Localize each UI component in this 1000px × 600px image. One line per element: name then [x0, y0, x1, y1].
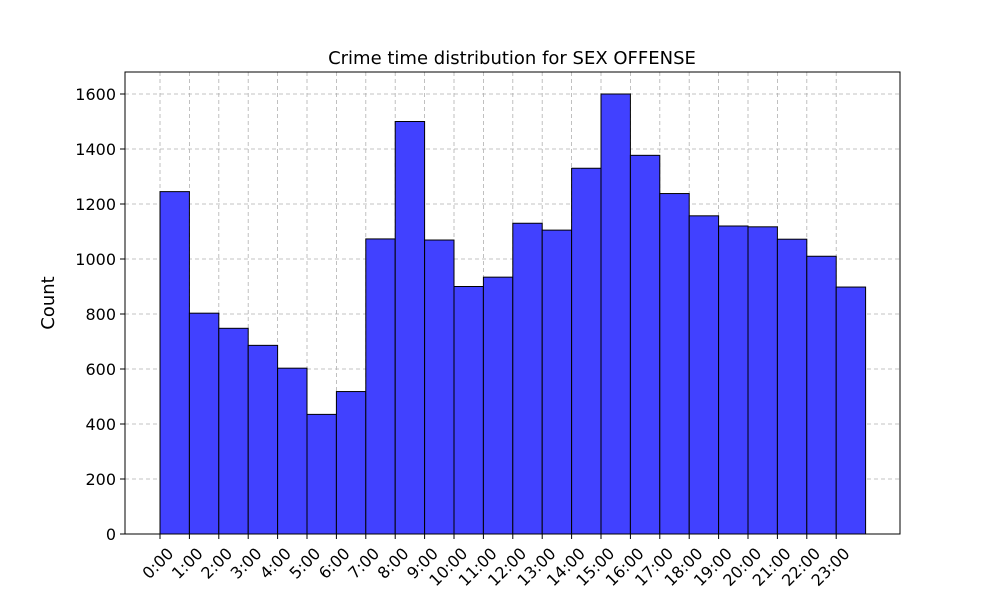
bar-14-00: [571, 167, 602, 535]
x-tick-label: 7:00: [344, 544, 383, 583]
bar-7-00: [365, 238, 396, 535]
x-tick-label: 3:00: [227, 544, 266, 583]
x-tick-label: 1:00: [168, 544, 207, 583]
bar-21-00: [776, 238, 808, 535]
bar-15-00: [600, 93, 631, 535]
bar-11-00: [482, 276, 514, 535]
y-tick-label: 1400: [75, 140, 116, 159]
bar-8-00: [394, 121, 426, 535]
bar-9-00: [424, 239, 455, 535]
chart-title: Crime time distribution for SEX OFFENSE: [328, 48, 696, 69]
bar-5-00: [306, 413, 337, 535]
x-tick-label: 8:00: [374, 544, 413, 583]
bar-12-00: [512, 222, 543, 535]
y-tick-label: 1000: [75, 250, 116, 269]
x-tick-label: 4:00: [256, 544, 295, 583]
bar-13-00: [541, 229, 573, 535]
x-tick-label: 2:00: [197, 544, 236, 583]
bar-2-00: [218, 327, 249, 535]
bar-1-00: [188, 312, 220, 535]
y-tick-label: 800: [85, 305, 116, 324]
y-tick-label: 200: [85, 470, 116, 489]
x-tick-label: 5:00: [285, 544, 324, 583]
y-tick-label: 1200: [75, 195, 116, 214]
bar-10-00: [453, 286, 484, 535]
bar-19-00: [718, 225, 749, 535]
y-tick-label: 400: [85, 415, 116, 434]
bar-6-00: [335, 391, 367, 535]
bar-17-00: [659, 193, 690, 535]
x-tick-label: 0:00: [138, 544, 177, 583]
bar-22-00: [806, 255, 837, 535]
bar-18-00: [688, 215, 720, 535]
bar-0-00: [159, 191, 190, 535]
bar-16-00: [629, 154, 661, 535]
bar-20-00: [747, 226, 778, 535]
bar-layer: [159, 93, 867, 535]
x-tick-label: 6:00: [315, 544, 354, 583]
y-tick-label: 0: [106, 525, 116, 544]
y-axis-label: Count: [38, 276, 59, 329]
bar-3-00: [247, 344, 279, 535]
bar-23-00: [835, 286, 867, 535]
bar-4-00: [277, 367, 308, 535]
y-tick-label: 600: [85, 360, 116, 379]
y-tick-label: 1600: [75, 85, 116, 104]
